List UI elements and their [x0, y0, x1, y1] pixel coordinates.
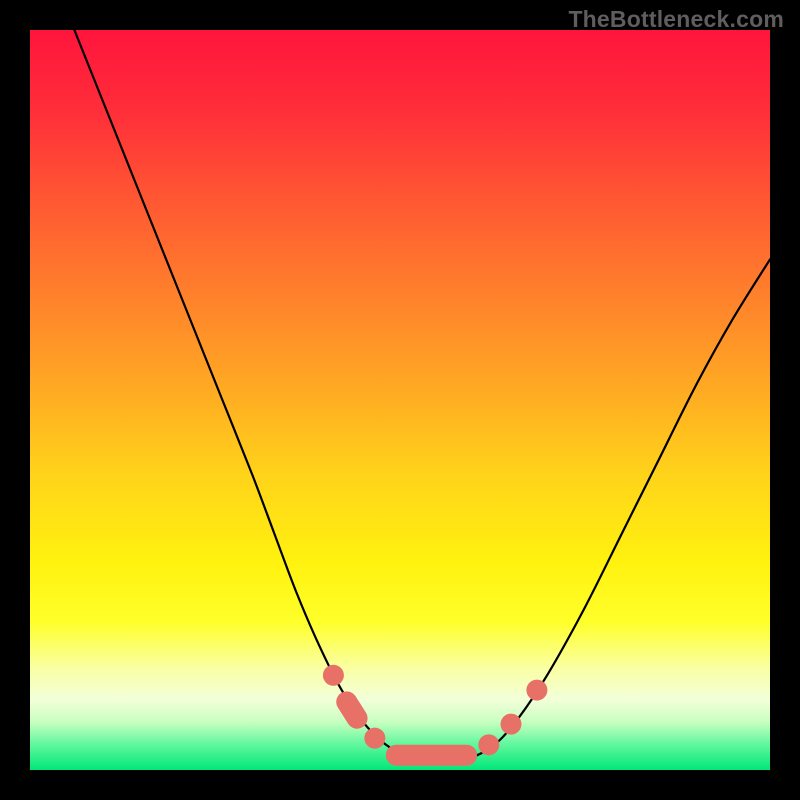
chart-background	[30, 30, 770, 770]
watermark-text: TheBottleneck.com	[568, 6, 784, 33]
